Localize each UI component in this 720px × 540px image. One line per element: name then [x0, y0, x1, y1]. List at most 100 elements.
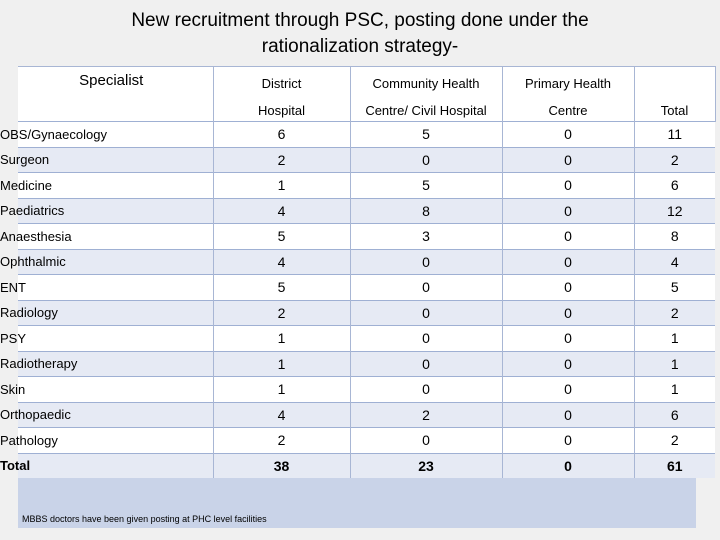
specialist-cell: ENT — [0, 274, 213, 300]
value-cell: 0 — [501, 325, 634, 351]
value-cell: 8 — [349, 197, 502, 224]
specialist-cell: PSY — [0, 325, 213, 351]
value-cell: 11 — [633, 121, 715, 147]
table-row: Anaesthesia 5 3 0 8 — [0, 223, 715, 249]
value-cell: 1 — [633, 376, 715, 402]
table-row: Radiotherapy 1 0 0 1 — [0, 350, 715, 377]
row-label: Medicine — [0, 177, 53, 193]
value-cell: 0 — [501, 299, 634, 326]
value-cell: 0 — [501, 427, 634, 453]
specialist-cell: Radiotherapy — [0, 350, 213, 377]
row-label: Anaesthesia — [0, 228, 72, 244]
table-row: Paediatrics 4 8 0 12 — [0, 197, 715, 224]
value-cell: 0 — [501, 146, 634, 173]
value-cell: 0 — [349, 299, 502, 326]
specialist-cell: OBS/Gynaecology — [0, 121, 213, 147]
value-cell: 38 — [212, 452, 350, 478]
value-cell: 6 — [212, 121, 350, 147]
header-specialist: Specialist — [18, 66, 213, 122]
value-cell: 0 — [349, 274, 502, 300]
header-empty — [633, 66, 716, 99]
header-hospital: Hospital — [212, 99, 351, 122]
slide-title: New recruitment through PSC, posting don… — [0, 8, 720, 60]
value-cell: 0 — [349, 325, 502, 351]
value-cell: 2 — [633, 299, 715, 326]
value-cell: 4 — [212, 197, 350, 224]
row-label: Total — [0, 458, 31, 474]
row-label: Skin — [0, 381, 26, 397]
table-row: Radiology 2 0 0 2 — [0, 299, 715, 326]
value-cell: 0 — [501, 350, 634, 377]
value-cell: 0 — [501, 376, 634, 402]
footnote: MBBS doctors have been given posting at … — [22, 514, 267, 524]
value-cell: 4 — [212, 248, 350, 275]
specialist-cell: Surgeon — [0, 146, 213, 173]
title-line-2: rationalization strategy- — [261, 36, 459, 57]
table-row: Medicine 1 5 0 6 — [0, 172, 715, 198]
value-cell: 6 — [633, 172, 715, 198]
value-cell: 2 — [349, 401, 502, 428]
header-civil-hospital: Centre/ Civil Hospital — [349, 99, 503, 122]
value-cell: 0 — [501, 401, 634, 428]
table-row: Surgeon 2 0 0 2 — [0, 146, 715, 173]
value-cell: 1 — [212, 172, 350, 198]
value-cell: 12 — [633, 197, 715, 224]
value-cell: 0 — [501, 274, 634, 300]
specialist-cell: Orthopaedic — [0, 401, 213, 428]
row-label: Surgeon — [0, 152, 50, 168]
value-cell: 23 — [349, 452, 502, 478]
table-row: Skin 1 0 0 1 — [0, 376, 715, 402]
value-cell: 2 — [633, 427, 715, 453]
table-row: PSY 1 0 0 1 — [0, 325, 715, 351]
table-body: OBS/Gynaecology 6 5 0 11 Surgeon 2 0 0 2 Medicine 1… — [0, 121, 715, 478]
value-cell: 1 — [212, 350, 350, 377]
value-cell: 0 — [349, 248, 502, 275]
value-cell: 4 — [212, 401, 350, 428]
row-label: Radiology — [0, 305, 58, 321]
value-cell: 1 — [212, 376, 350, 402]
value-cell: 0 — [349, 146, 502, 173]
specialist-cell: Anaesthesia — [0, 223, 213, 249]
row-label: Orthopaedic — [0, 407, 71, 423]
specialist-cell: Ophthalmic — [0, 248, 213, 275]
table-row: OBS/Gynaecology 6 5 0 11 — [0, 121, 715, 147]
value-cell: 5 — [349, 121, 502, 147]
value-cell: 0 — [349, 376, 502, 402]
value-cell: 5 — [212, 274, 350, 300]
row-label: PSY — [0, 330, 27, 346]
specialist-cell: Radiology — [0, 299, 213, 326]
total-row: Total 38 23 0 61 — [0, 452, 715, 478]
value-cell: 61 — [633, 452, 715, 478]
recruitment-table: Specialist District Community Health Pri… — [0, 66, 716, 478]
value-cell: 0 — [501, 121, 634, 147]
header-primary-health: Primary Health — [501, 66, 635, 99]
table-row: Ophthalmic 4 0 0 4 — [0, 248, 715, 275]
value-cell: 0 — [501, 197, 634, 224]
row-label: OBS/Gynaecology — [0, 126, 107, 142]
table-row: ENT 5 0 0 5 — [0, 274, 715, 300]
value-cell: 3 — [349, 223, 502, 249]
value-cell: 2 — [212, 146, 350, 173]
value-cell: 8 — [633, 223, 715, 249]
header-total: Total — [633, 99, 716, 122]
value-cell: 5 — [633, 274, 715, 300]
value-cell: 6 — [633, 401, 715, 428]
value-cell: 0 — [501, 248, 634, 275]
value-cell: 2 — [633, 146, 715, 173]
value-cell: 0 — [349, 350, 502, 377]
specialist-cell: Skin — [0, 376, 213, 402]
table-row: Orthopaedic 4 2 0 6 — [0, 401, 715, 428]
value-cell: 5 — [349, 172, 502, 198]
row-label: Ophthalmic — [0, 254, 66, 270]
row-label: ENT — [0, 279, 26, 295]
value-cell: 0 — [501, 223, 634, 249]
header-district: District — [212, 66, 351, 99]
specialist-cell: Total — [0, 452, 213, 478]
row-label: Radiotherapy — [0, 356, 78, 372]
value-cell: 0 — [501, 172, 634, 198]
value-cell: 0 — [501, 452, 634, 478]
value-cell: 1 — [212, 325, 350, 351]
value-cell: 1 — [633, 325, 715, 351]
row-label: Paediatrics — [0, 203, 65, 219]
specialist-cell: Paediatrics — [0, 197, 213, 224]
